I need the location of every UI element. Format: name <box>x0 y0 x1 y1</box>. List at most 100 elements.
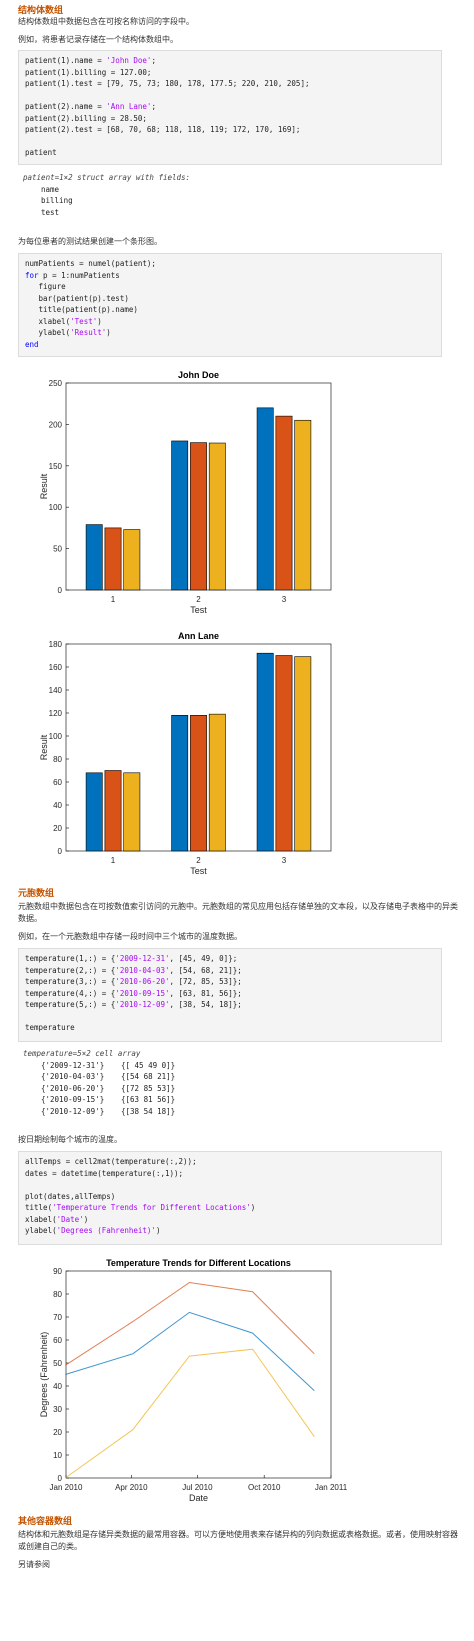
code-line: bar(patient(p).test) <box>25 293 129 303</box>
y-tick-label: 80 <box>53 755 62 764</box>
y-tick-label: 120 <box>49 709 63 718</box>
code-line: for p = 1:numPatients <box>25 270 120 280</box>
chart-john-doe: John Doe 0 50 100 150 200 250 1 2 3 Test Result <box>39 370 332 615</box>
code-line: allTemps = cell2mat(temperature(:,2)); <box>25 1157 197 1166</box>
y-tick-label: 50 <box>53 1359 62 1368</box>
output-struct: patient=1×2 struct array with fields: na… <box>23 172 190 218</box>
code-line: figure <box>25 282 66 291</box>
y-tick-label: 80 <box>53 1290 62 1299</box>
chart-title: Temperature Trends for Different Locatio… <box>106 1258 291 1268</box>
code-lines: numPatients = numel(patient); for p = 1:n… <box>25 258 435 350</box>
y-tick-label: 140 <box>49 686 63 695</box>
code-block-plot[interactable]: allTemps = cell2mat(temperature(:,2)); da… <box>18 1151 442 1245</box>
x-tick-label: 3 <box>282 856 287 865</box>
y-tick-label: 20 <box>53 1428 62 1437</box>
y-tick-label: 150 <box>49 462 63 471</box>
code-line: temperature(3,:) = {'2010-06-20', [72, 8… <box>25 977 242 986</box>
bar <box>275 655 293 852</box>
code-line: xlabel('Date') <box>25 1214 89 1224</box>
y-tick-label: 50 <box>53 545 62 554</box>
bar <box>171 440 189 591</box>
series-line <box>65 1281 315 1366</box>
bar <box>190 442 207 591</box>
output-field: name <box>41 184 60 194</box>
code-line: title(patient(p).name) <box>25 305 138 314</box>
code-line: xlabel('Test') <box>25 316 102 326</box>
bar <box>256 407 274 591</box>
y-tick-label: 160 <box>49 663 63 672</box>
output-field: billing <box>41 196 73 205</box>
x-axis-label: Date <box>189 1493 208 1503</box>
y-tick-label: 0 <box>58 1474 63 1483</box>
x-tick-label: 1 <box>111 856 116 865</box>
bar <box>85 772 103 852</box>
y-tick-label: 30 <box>53 1405 62 1414</box>
code-line: temperature(4,:) = {'2010-09-15', [63, 8… <box>25 988 242 998</box>
bar <box>104 770 122 852</box>
chart-title: Ann Lane <box>178 631 219 641</box>
code-line: patient(1).billing = 127.00; <box>25 67 152 77</box>
output-row: {'2010-04-03'} {[54 68 21]} <box>41 1072 176 1081</box>
y-tick-label: 100 <box>49 732 63 741</box>
bar <box>123 529 141 591</box>
output-row: {'2010-12-09'} {[38 54 18]} <box>41 1106 176 1116</box>
output-header: temperature=5×2 cell array <box>23 1049 141 1058</box>
cell-example-text: 例如，在一个元胞数组中存储一段时间中三个城市的温度数据。 <box>18 932 242 941</box>
code-line: temperature(1,:) = {'2009-12-31', [45, 4… <box>25 954 238 963</box>
other-description: 结构体和元胞数组是存储异类数据的最常用容器。可以方便地使用表来存储异构的列向数据… <box>18 1530 458 1551</box>
x-tick-label: 1 <box>111 595 116 604</box>
code-lines: temperature(1,:) = {'2009-12-31', [45, 4… <box>25 953 435 1034</box>
code-line: patient(2).billing = 28.50; <box>25 113 147 123</box>
y-tick-label: 200 <box>49 420 63 429</box>
code-line: dates = datetime(temperature(:,1)); <box>25 1168 184 1178</box>
code-line: patient(2).name = 'Ann Lane'; <box>25 102 156 111</box>
section-title-cell[interactable]: 元胞数组 <box>18 889 55 899</box>
code-line <box>25 136 435 148</box>
code-block-cell[interactable]: temperature(1,:) = {'2009-12-31', [45, 4… <box>18 948 442 1042</box>
bar <box>104 527 122 591</box>
section-title-struct[interactable]: 结构体数组 <box>18 6 64 16</box>
chart-title: John Doe <box>178 370 219 380</box>
plot-area <box>65 1270 332 1479</box>
code-line: temperature(2,:) = {'2010-04-03', [54, 6… <box>25 965 242 975</box>
output-cell: temperature=5×2 cell array {'2009-12-31'… <box>23 1048 175 1117</box>
bar <box>208 713 226 852</box>
bar <box>208 442 226 591</box>
x-tick-label: 3 <box>282 595 287 604</box>
code-line: patient(1).name = 'John Doe'; <box>25 56 156 65</box>
struct-description: 结构体数组中数据包含在可按名称访问的字段中。 <box>18 17 194 26</box>
x-tick-label: 2 <box>196 595 201 604</box>
bar <box>294 656 312 852</box>
bar <box>123 772 141 852</box>
output-field: test <box>41 207 60 217</box>
y-tick-label: 250 <box>49 379 63 388</box>
y-tick-label: 100 <box>49 503 63 512</box>
code-line: patient(2).test = [68, 70, 68; 118, 118,… <box>25 125 301 134</box>
y-tick-label: 0 <box>58 847 63 856</box>
see-also[interactable]: 另请参阅 <box>18 1560 50 1569</box>
code-block-bar[interactable]: numPatients = numel(patient); for p = 1:n… <box>18 253 442 357</box>
code-line <box>25 90 435 102</box>
code-lines: allTemps = cell2mat(temperature(:,2)); da… <box>25 1156 435 1237</box>
code-line: temperature <box>25 1023 75 1032</box>
x-axis-label: Test <box>190 866 207 876</box>
x-tick-label: Jul 2010 <box>182 1483 213 1492</box>
code-line <box>25 1011 435 1023</box>
y-axis-label: Degrees (Fahrenheit) <box>39 1332 49 1418</box>
struct-example-text: 例如，将患者记录存储在一个结构体数组中。 <box>18 35 178 44</box>
bar <box>171 715 189 852</box>
code-line <box>25 1179 435 1191</box>
code-line: plot(dates,allTemps) <box>25 1191 116 1201</box>
output-row: {'2009-12-31'}{[ 45 49 0]} <box>41 1060 176 1070</box>
code-line: patient(1).test = [79, 75, 73; 180, 178,… <box>25 79 310 88</box>
code-line: title('Temperature Trends for Different … <box>25 1203 256 1212</box>
output-row: {'2010-09-15'} {[63 81 56]} <box>41 1095 176 1104</box>
bar <box>85 524 103 591</box>
section-title-other[interactable]: 其他容器数组 <box>18 1517 73 1527</box>
y-tick-label: 40 <box>53 801 62 810</box>
y-tick-label: 0 <box>58 586 63 595</box>
output-rows: {'2009-12-31'}{[ 45 49 0]} {'2010-04-03'}… <box>23 1060 175 1118</box>
bar <box>256 652 274 852</box>
code-block-struct[interactable]: patient(1).name = 'John Doe'; patient(1).… <box>18 50 442 165</box>
series-line <box>65 1311 315 1391</box>
